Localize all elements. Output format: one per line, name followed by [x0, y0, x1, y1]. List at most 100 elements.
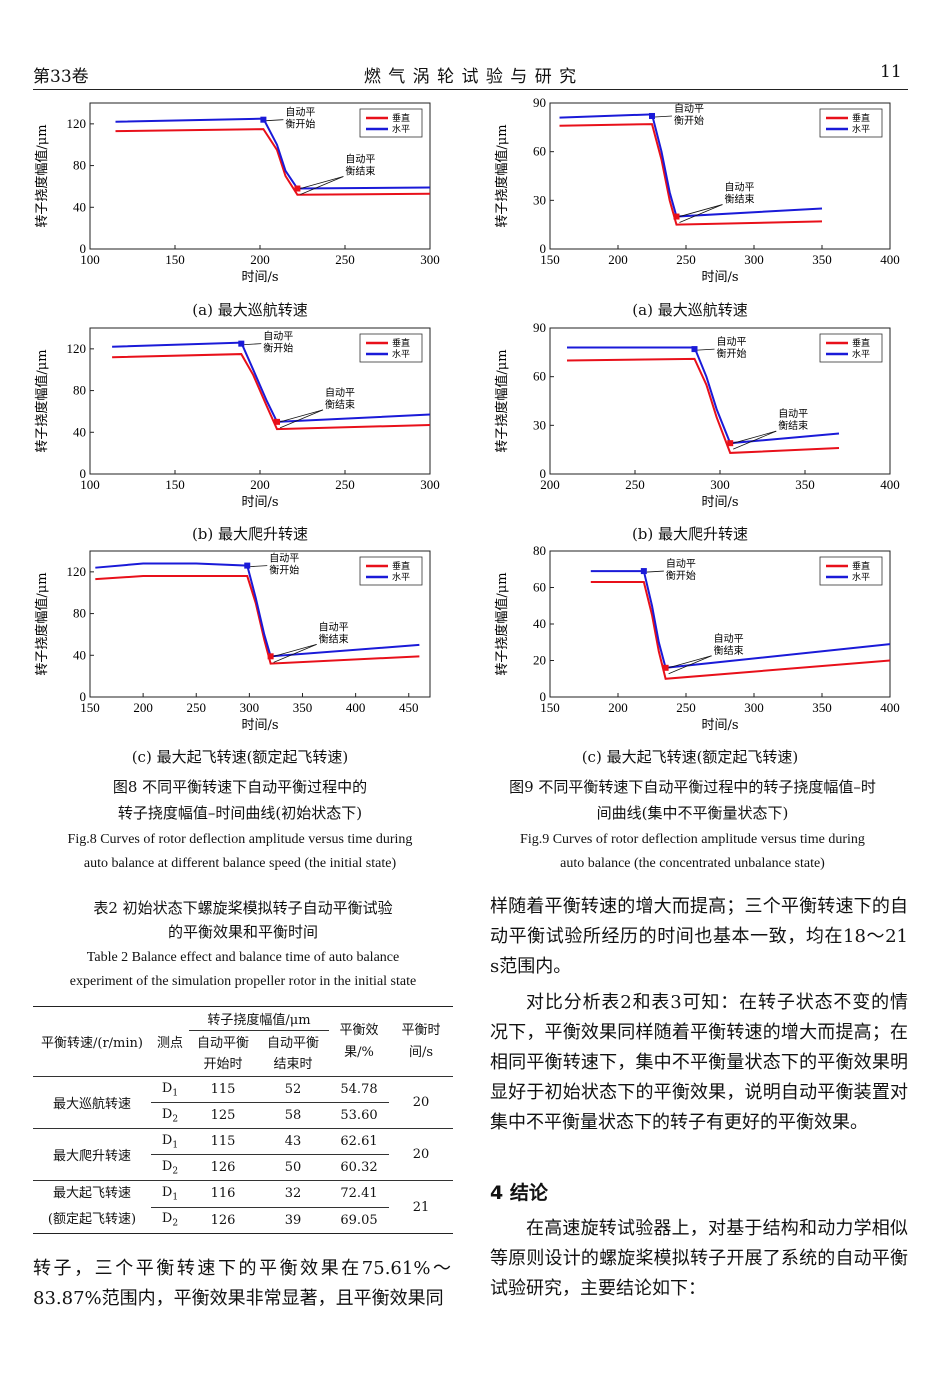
annotation-start-2: 衡开始 — [269, 564, 299, 577]
x-tick-label: 350 — [812, 252, 832, 267]
x-tick-label: 200 — [608, 252, 628, 267]
chart-fig8a: 100 150 200 250 30004080120时间/s转子挠度幅值/μm自动平衡… — [34, 102, 440, 285]
table-cell-end: 50 — [284, 1160, 302, 1175]
legend-label: 垂直 — [852, 112, 870, 124]
y-tick-label: 0 — [80, 466, 87, 481]
subcaption-fig8a: (a) 最大巡航转速 — [192, 301, 308, 319]
annotation-arrow — [697, 348, 715, 351]
table-cell-start: 116 — [189, 1180, 257, 1208]
th-balance-time: 平衡时 间/s — [401, 1022, 441, 1060]
annotation-end-2: 衡结束 — [325, 398, 355, 411]
y-tick-label: 0 — [540, 689, 547, 704]
balance-end-marker — [294, 185, 301, 192]
subcaption-fig8b: (b) 最大爬升转速 — [191, 525, 309, 543]
legend-label: 水平 — [852, 123, 870, 135]
fig8-caption: 图8 不同平衡转速下自动平衡过程中的 转子挠度幅值–时间曲线(初始状态下) — [20, 774, 460, 826]
th-balance-effect: 平衡效 果/% — [339, 1022, 379, 1060]
y-tick-label: 40 — [73, 199, 86, 214]
section-heading: 4 结论 — [490, 1182, 548, 1204]
table-cell-end: 32 — [257, 1180, 329, 1208]
annotation-arrow — [733, 430, 777, 444]
balance-end-marker — [267, 653, 274, 660]
y-tick-label: 90 — [533, 95, 546, 110]
annotation-arrow — [668, 655, 712, 669]
table2-caption-line1: 表2 初始状态下螺旋桨模拟转子自动平衡试验 — [93, 899, 393, 917]
x-tick-label: 300 — [744, 252, 764, 267]
table2-caption-en-line1: Table 2 Balance effect and balance time … — [86, 950, 400, 965]
legend-box — [359, 108, 423, 138]
legend-box — [359, 556, 423, 586]
th-deflection: 转子挠度幅值/μm — [189, 1006, 329, 1031]
y-tick-label: 0 — [80, 241, 87, 256]
annotation-arrow — [279, 409, 324, 423]
x-tick-label: 150 — [540, 252, 560, 267]
table-row-speed: 最大巡航转速 — [33, 1076, 151, 1129]
series-line-vertical — [590, 581, 891, 680]
y-tick-label: 0 — [540, 466, 547, 481]
y-tick-label: 60 — [533, 144, 546, 159]
x-axis-label: 时间/s — [241, 495, 278, 510]
table-cell-point: D2 — [161, 1211, 179, 1230]
y-tick-label: 90 — [533, 320, 546, 335]
annotation-start-2: 衡开始 — [285, 118, 315, 131]
left-paragraph-1: 转子，三个平衡转速下的平衡效果在75.61%～83.87%范围内，平衡效果非常显… — [33, 1258, 451, 1309]
x-tick-label: 400 — [880, 252, 900, 267]
x-tick-label: 400 — [880, 477, 900, 492]
balance-start-marker — [640, 568, 647, 575]
annotation-arrow — [300, 176, 344, 189]
fig9-caption-en-line2: auto balance (the concentrated unbalance… — [560, 856, 825, 871]
x-tick-label: 250 — [335, 252, 355, 267]
legend-box — [819, 108, 883, 138]
legend-label: 水平 — [852, 571, 870, 583]
balance-end-marker — [673, 213, 680, 220]
x-tick-label: 150 — [540, 700, 560, 715]
annotation-arrow — [273, 643, 317, 657]
annotation-end: 自动平 — [714, 632, 744, 645]
x-tick-label: 450 — [399, 700, 419, 715]
fig9-caption-line2: 间曲线(集中不平衡量状态下) — [596, 804, 789, 822]
table-cell-end: 39 — [284, 1212, 302, 1228]
x-tick-label: 300 — [240, 700, 260, 715]
annotation-arrow — [654, 115, 673, 118]
fig9-caption-en: Fig.9 Curves of rotor deflection amplitu… — [480, 828, 905, 876]
series-line-vertical — [559, 123, 823, 226]
balance-start-marker — [244, 562, 251, 569]
legend-label: 垂直 — [852, 560, 870, 572]
balance-end-marker — [662, 664, 669, 671]
table2-caption: 表2 初始状态下螺旋桨模拟转子自动平衡试验 的平衡效果和平衡时间 — [33, 896, 453, 944]
annotation-end: 自动平 — [319, 620, 349, 633]
y-tick-label: 30 — [533, 192, 546, 207]
annotation-end-2: 衡结束 — [345, 165, 375, 178]
series-line-horizontal — [559, 113, 823, 218]
series-line-horizontal — [95, 562, 420, 658]
balance-start-marker — [649, 112, 655, 119]
x-tick-label: 150 — [165, 477, 185, 492]
series-line-horizontal — [112, 341, 431, 423]
x-tick-label: 100 — [80, 252, 100, 267]
table-row-speed: 最大爬升转速 — [33, 1128, 151, 1181]
legend-label: 水平 — [392, 123, 410, 135]
x-tick-label: 200 — [608, 700, 628, 715]
y-tick-label: 40 — [73, 647, 86, 662]
table-cell-point: D1 — [151, 1128, 189, 1155]
x-tick-label: 300 — [420, 477, 440, 492]
right-paragraph-3: 在高速旋转试验器上，对基于结构和动力学相似等原则设计的螺旋桨模拟转子开展了系统的… — [490, 1218, 908, 1299]
y-tick-label: 40 — [533, 616, 546, 631]
legend-box — [819, 333, 883, 363]
y-axis-label: 转子挠度幅值/μm — [34, 124, 50, 227]
fig9-caption: 图9 不同平衡转速下自动平衡过程中的转子挠度幅值–时 间曲线(集中不平衡量状态下… — [480, 774, 905, 826]
fig8-caption-line2: 转子挠度幅值–时间曲线(初始状态下) — [117, 804, 363, 822]
y-tick-label: 0 — [540, 241, 547, 256]
annotation-start-2: 衡开始 — [263, 342, 293, 355]
table-cell-start: 126 — [210, 1160, 236, 1175]
table-cell-effect: 72.41 — [329, 1180, 389, 1208]
table-cell-end: 43 — [257, 1128, 329, 1155]
page-number: 11 — [880, 62, 902, 82]
th-balance-speed: 平衡转速/(r/min) — [41, 1036, 143, 1051]
th-start: 自动平衡 开始时 — [196, 1035, 249, 1072]
table2-caption-en: Table 2 Balance effect and balance time … — [33, 946, 453, 994]
y-tick-label: 0 — [80, 689, 87, 704]
x-tick-label: 300 — [420, 252, 440, 267]
annotation-arrow — [279, 409, 324, 429]
x-tick-label: 100 — [80, 477, 100, 492]
